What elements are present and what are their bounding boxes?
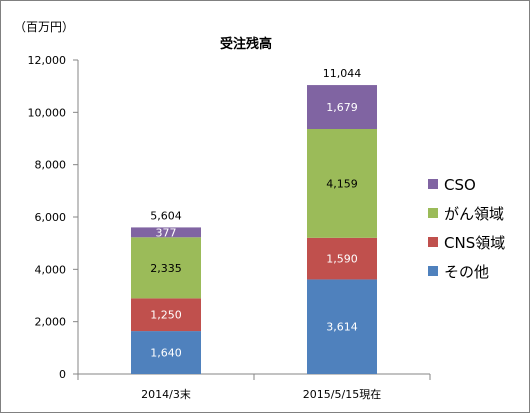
legend-swatch — [428, 179, 438, 189]
x-tick-label: 2014/3末 — [141, 387, 191, 401]
chart-title: 受注残高 — [220, 36, 272, 52]
legend-swatch — [428, 208, 438, 218]
bars: 1,640 1,250 2,335 377 5,604 3,614 1,590 4,159 1,… — [131, 67, 377, 374]
unit-label: （百万円） — [14, 20, 74, 34]
data-label: 1,640 — [150, 347, 182, 360]
total-label: 11,044 — [323, 67, 362, 80]
bar-segment — [307, 129, 377, 238]
bar-segment — [307, 85, 377, 130]
y-tick-label: 2,000 — [35, 316, 67, 329]
data-label: 4,159 — [326, 177, 358, 190]
legend-swatch — [428, 266, 438, 276]
data-label: 1,590 — [326, 253, 358, 266]
bar-segment — [307, 237, 377, 280]
data-label: 1,679 — [326, 101, 358, 114]
bar-segment — [131, 298, 201, 332]
legend-swatch — [428, 237, 438, 247]
x-tick-label: 2015/5/15現在 — [303, 388, 381, 401]
legend-label: CNS領域 — [444, 234, 505, 252]
y-tick-label: 12,000 — [28, 54, 67, 67]
legend-label: その他 — [444, 263, 489, 281]
y-tick-label: 4,000 — [35, 263, 67, 276]
y-tick-label: 6,000 — [35, 211, 67, 224]
bar-segment — [307, 279, 377, 374]
data-label: 2,335 — [150, 262, 182, 275]
legend-label: がん領域 — [444, 205, 504, 223]
data-label: 3,614 — [326, 321, 358, 334]
bar-segment — [131, 237, 201, 299]
bar-segment — [131, 331, 201, 374]
bar-segment — [131, 227, 201, 238]
data-label: 377 — [156, 226, 177, 239]
data-label: 1,250 — [150, 309, 182, 322]
legend-label: CSO — [444, 176, 476, 194]
y-tick-label: 0 — [59, 368, 66, 381]
y-tick-label: 10,000 — [28, 106, 67, 119]
total-label: 5,604 — [150, 209, 182, 222]
y-tick-label: 8,000 — [35, 159, 67, 172]
